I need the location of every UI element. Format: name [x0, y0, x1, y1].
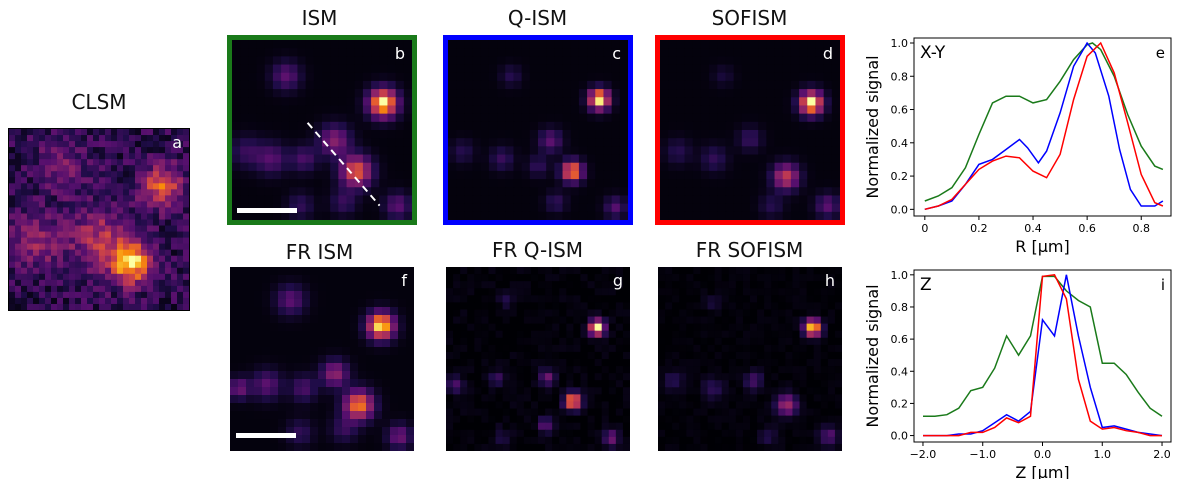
corner-label: X-Y — [920, 43, 946, 63]
ism-title: ISM — [301, 6, 338, 30]
y-tick-label: 0.2 — [891, 170, 909, 183]
x-tick-label: 2.0 — [1153, 448, 1171, 461]
fr-qism-image-panel: g — [446, 267, 630, 451]
y-tick-label: 1.0 — [891, 269, 909, 282]
y-tick-label: 0.0 — [891, 430, 909, 443]
x-tick-label: 0.2 — [970, 222, 988, 235]
series-line-2 — [923, 273, 1162, 437]
y-tick-label: 0.2 — [891, 397, 909, 410]
x-tick-label: 0.0 — [1034, 448, 1052, 461]
y-tick-label: 0.8 — [891, 301, 909, 314]
fr-ism-title: FR ISM — [285, 240, 354, 264]
scale-bar — [236, 433, 296, 438]
z-profile-chart: −2.0 −1.0 0.0 1.0 2.0 0.0 0.2 0.4 0.6 0.8 1.0 Z [μm… — [863, 269, 1172, 479]
panel-letter-h: h — [824, 271, 835, 290]
fr-sofism-heatmap — [658, 267, 842, 451]
fr-qism-heatmap — [446, 267, 630, 451]
qism-image-panel: c — [443, 35, 633, 225]
series-line-0 — [924, 42, 1164, 202]
y-tick-label: 0.6 — [891, 104, 909, 117]
qism-title: Q-ISM — [507, 6, 568, 30]
sofism-image-panel: d — [655, 35, 845, 225]
y-tick-label: 1.0 — [891, 37, 909, 50]
panel-letter-a: a — [172, 133, 182, 152]
y-tick-label: 0.8 — [891, 70, 909, 83]
y-tick-label: 0.4 — [891, 137, 909, 150]
x-axis-label: Z [μm] — [1015, 463, 1069, 479]
panel-letter-d: d — [822, 44, 833, 63]
clsm-heatmap — [9, 129, 189, 310]
fr-qism-title: FR Q-ISM — [491, 238, 584, 262]
panel-letter: e — [1156, 44, 1165, 62]
y-tick-label: 0.0 — [891, 203, 909, 216]
fr-sofism-image-panel: h — [658, 267, 842, 451]
x-tick-label: 0.6 — [1078, 222, 1096, 235]
x-tick-label: −2.0 — [910, 448, 937, 461]
panel-letter-c: c — [612, 44, 621, 63]
x-tick-label: 0 — [921, 222, 928, 235]
y-tick-label: 0.4 — [891, 365, 909, 378]
ism-image-panel: b — [227, 35, 417, 225]
x-tick-label: 0.8 — [1132, 222, 1150, 235]
fr-sofism-title: FR SOFISM — [695, 238, 804, 262]
series-line-2 — [924, 41, 1164, 211]
sofism-heatmap — [660, 40, 840, 220]
scale-bar — [237, 208, 297, 213]
sofism-title: SOFISM — [711, 6, 788, 30]
xy-profile-chart: 0 0.2 0.4 0.6 0.8 0.0 0.2 0.4 0.6 0.8 1.0 R [μm] Nor… — [863, 37, 1172, 256]
clsm-title: CLSM — [71, 90, 127, 114]
series-line-1 — [924, 41, 1164, 211]
panel-letter-f: f — [401, 271, 407, 290]
qism-heatmap — [448, 40, 628, 220]
y-tick-label: 0.6 — [891, 333, 909, 346]
y-axis-label: Normalized signal — [863, 284, 882, 427]
x-tick-label: 1.0 — [1094, 448, 1112, 461]
panel-letter-g: g — [612, 271, 623, 290]
x-tick-label: 0.4 — [1024, 222, 1042, 235]
panel-letter: i — [1161, 276, 1165, 294]
y-axis-label: Normalized signal — [863, 55, 882, 198]
ism-heatmap — [232, 40, 412, 220]
fr-ism-image-panel: f — [230, 267, 414, 451]
clsm-image-panel: a — [8, 128, 190, 311]
corner-label: Z — [920, 275, 932, 295]
fr-ism-heatmap — [230, 267, 414, 451]
panel-letter-b: b — [394, 44, 405, 63]
x-axis-label: R [μm] — [1015, 237, 1069, 256]
x-tick-label: −1.0 — [969, 448, 996, 461]
